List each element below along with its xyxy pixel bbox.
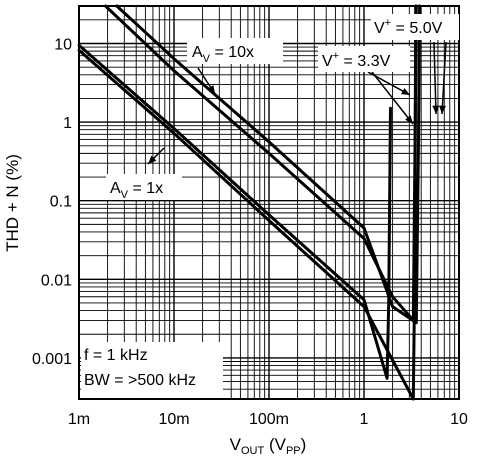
annotation-arrowhead: [207, 85, 215, 94]
v33-label-bg: [318, 46, 410, 72]
av10-sub: V: [203, 53, 211, 65]
x-title-sub: OUT: [241, 445, 265, 457]
av1-label-bg: [106, 174, 182, 200]
v33-label: V+ = 3.3V: [322, 50, 391, 70]
x-tick-label: 10m: [158, 411, 189, 428]
av10-label: AV = 10x: [192, 44, 254, 65]
series-line-3: [77, 43, 392, 380]
annotation-arrow: [371, 71, 414, 125]
av1-sub: V: [121, 189, 129, 201]
x-tick-label: 1: [360, 411, 369, 428]
grid: [78, 5, 459, 400]
v50-label-bg: [371, 14, 459, 40]
x-tick-label: 1m: [68, 411, 90, 428]
av10-main: A: [192, 44, 203, 61]
freq-label: f = 1 kHz: [84, 347, 148, 364]
av1-rest: = 1x: [128, 180, 163, 197]
y-tick-label: 0.1: [50, 194, 72, 211]
av1-label: AV = 1x: [110, 180, 163, 201]
x-tick-label: 10: [450, 411, 468, 428]
annotation-arrowhead: [432, 105, 440, 114]
tick-labels: 1m 10m 100m 1 10 10 1 0.1 0.01 0.001: [32, 37, 468, 428]
av10-label-bg: [187, 38, 283, 64]
x-title-open: (V: [264, 435, 286, 454]
annotation-arrowhead: [438, 105, 446, 114]
y-tick-label: 0.01: [41, 272, 72, 289]
v50-rest: = 5.0V: [391, 20, 442, 37]
annotation-arrowhead: [405, 115, 413, 124]
bw-label: BW = >500 kHz: [84, 372, 196, 389]
v33-rest: = 3.3V: [339, 53, 390, 70]
v50-label: V+ = 5.0V: [374, 17, 443, 37]
conditions-bg: [81, 342, 223, 398]
annotation-arrowhead: [148, 155, 157, 164]
plot-frame: [78, 5, 460, 400]
series-group: [77, 4, 422, 401]
x-title-close: ): [301, 435, 307, 454]
annotation-arrows: [147, 41, 447, 165]
y-axis-title: THD + N (%): [3, 154, 22, 252]
y-tick-label: 1: [63, 115, 72, 132]
v50-sup: +: [385, 17, 391, 29]
y-tick-label: 0.001: [32, 351, 72, 368]
y-tick-label: 10: [54, 37, 72, 54]
x-title-main: V: [230, 435, 242, 454]
series-line-4: [77, 4, 418, 401]
x-tick-label: 100m: [249, 411, 289, 428]
annotation-arrow: [441, 41, 447, 115]
v50-main: V: [374, 20, 385, 37]
series-line-2: [115, 4, 422, 325]
annotation-arrow: [433, 41, 437, 115]
v33-sup: +: [333, 50, 339, 62]
av1-main: A: [110, 180, 121, 197]
v33-main: V: [322, 53, 333, 70]
annotation-arrowhead: [401, 87, 410, 95]
x-title-psub: PP: [286, 445, 301, 457]
av10-rest: = 10x: [210, 44, 254, 61]
x-axis-title: VOUT (VPP): [230, 435, 307, 457]
